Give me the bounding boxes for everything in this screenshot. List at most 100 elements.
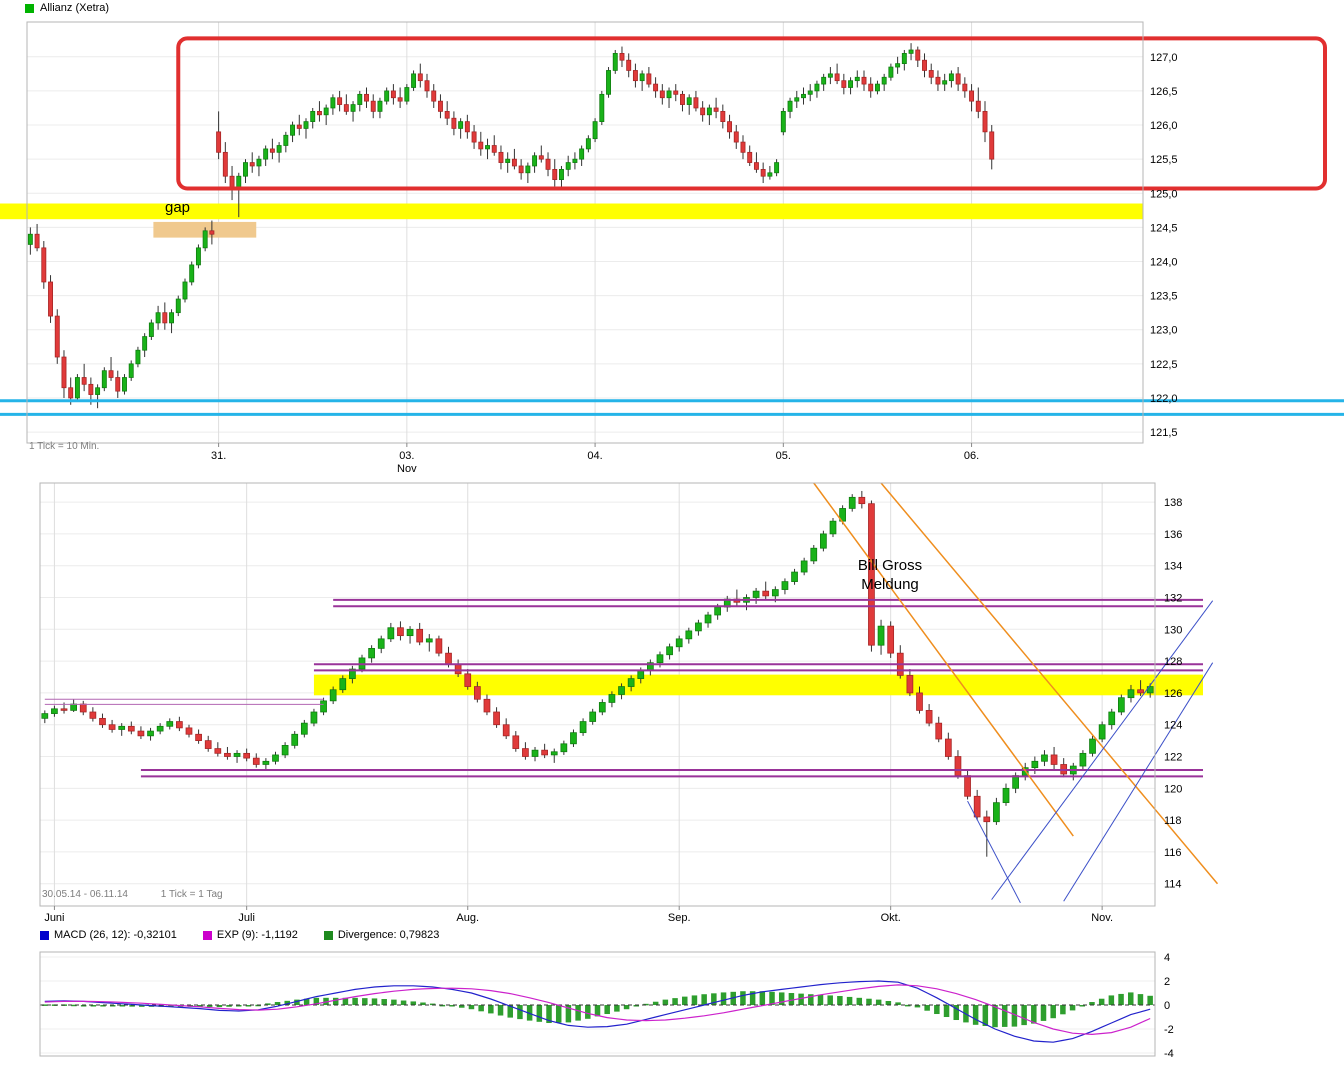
macd-legend-item: EXP (9): -1,1192 bbox=[202, 929, 298, 941]
candle bbox=[343, 104, 349, 112]
candle bbox=[848, 496, 856, 509]
candle bbox=[532, 155, 538, 167]
gap-highlight-band bbox=[0, 203, 1143, 220]
candle bbox=[498, 151, 504, 163]
candle bbox=[791, 571, 798, 582]
candle bbox=[888, 66, 894, 78]
candle bbox=[27, 233, 33, 245]
candle bbox=[550, 751, 558, 756]
candle bbox=[384, 90, 390, 102]
candle bbox=[1118, 697, 1125, 713]
candle bbox=[445, 652, 452, 665]
candles-series bbox=[41, 490, 1154, 857]
y-axis-label: -2 bbox=[1164, 1024, 1174, 1036]
candle bbox=[975, 100, 981, 112]
exp-line bbox=[44, 984, 1151, 1036]
candle bbox=[541, 749, 548, 756]
candle bbox=[762, 590, 770, 597]
candle bbox=[522, 748, 529, 757]
candle bbox=[281, 745, 289, 756]
candle bbox=[182, 281, 188, 300]
candle bbox=[101, 370, 107, 389]
y-axis-label: 134 bbox=[1164, 561, 1182, 573]
candle bbox=[505, 158, 511, 163]
candle bbox=[329, 689, 337, 702]
candle bbox=[377, 638, 385, 649]
candle bbox=[233, 752, 241, 757]
candle bbox=[377, 100, 383, 112]
candle bbox=[323, 107, 329, 116]
candle bbox=[397, 97, 403, 102]
candle bbox=[518, 165, 524, 174]
macd-legend-label: EXP (9): -1,1192 bbox=[216, 929, 298, 941]
y-axis-label: 124,0 bbox=[1150, 256, 1178, 268]
macd-swatch-icon bbox=[323, 930, 333, 940]
intraday-tick-note: 1 Tick = 10 Min. bbox=[29, 441, 100, 452]
candle bbox=[944, 738, 952, 757]
candle bbox=[774, 162, 780, 174]
candle bbox=[74, 377, 80, 399]
candle bbox=[733, 131, 739, 143]
candle bbox=[339, 678, 347, 691]
daily-chart: 138 136 134 132 130 128 126 124 122 120 118 116 114 J… bbox=[39, 482, 1219, 924]
candle bbox=[471, 131, 477, 143]
candle bbox=[895, 63, 901, 68]
candle bbox=[868, 83, 874, 92]
candle bbox=[390, 90, 396, 99]
macd-panel: 4 2 0 -2 -4 bbox=[39, 951, 1174, 1060]
candle bbox=[922, 59, 927, 71]
instrument-title: Allianz (Xetra) bbox=[40, 2, 110, 14]
y-axis-label: 124,5 bbox=[1150, 222, 1178, 234]
candle bbox=[820, 533, 827, 549]
candle bbox=[560, 743, 568, 753]
candle bbox=[653, 83, 659, 92]
candle bbox=[881, 76, 887, 85]
candle bbox=[969, 90, 975, 102]
candle bbox=[224, 752, 231, 757]
candle bbox=[646, 73, 652, 85]
candle bbox=[296, 124, 302, 129]
candle bbox=[425, 638, 433, 643]
y-axis-label: 120 bbox=[1164, 783, 1182, 795]
candle bbox=[175, 298, 181, 314]
candle bbox=[700, 107, 706, 116]
daily-date-range: 30.05.14 - 06.11.14 bbox=[42, 889, 128, 900]
intraday-chart: 127,0 126,5 126,0 125,5 125,0 124,5 124,0 123,5… bbox=[0, 21, 1344, 475]
candle bbox=[589, 711, 597, 722]
x-axis-sublabel: Nov bbox=[397, 463, 417, 475]
candle bbox=[269, 148, 275, 153]
candle bbox=[263, 148, 269, 160]
candle bbox=[41, 247, 47, 283]
x-axis-label: Juni bbox=[44, 912, 64, 924]
candle bbox=[243, 162, 248, 177]
candle bbox=[1137, 689, 1144, 694]
candle bbox=[283, 134, 289, 146]
y-axis-label: 122 bbox=[1164, 752, 1182, 764]
candle bbox=[54, 315, 60, 358]
candle bbox=[592, 121, 598, 140]
candle bbox=[195, 247, 201, 266]
candle bbox=[525, 165, 531, 174]
candle bbox=[868, 503, 875, 646]
y-axis-label: 125,5 bbox=[1150, 154, 1178, 166]
macd-legend: MACD (26, 12): -0,32101 EXP (9): -1,1192… bbox=[40, 929, 439, 941]
candle bbox=[982, 111, 988, 133]
candle bbox=[127, 725, 135, 732]
candle bbox=[454, 663, 462, 675]
candle bbox=[538, 155, 544, 160]
macd-swatch-icon bbox=[202, 930, 212, 940]
y-axis-label: 116 bbox=[1164, 847, 1182, 859]
candle bbox=[570, 732, 577, 745]
candle bbox=[552, 169, 558, 180]
x-axis-label: Juli bbox=[238, 912, 255, 924]
candle bbox=[1041, 754, 1048, 762]
y-axis-label: 127,0 bbox=[1150, 52, 1178, 64]
uptrend-line-1 bbox=[991, 600, 1214, 900]
candle bbox=[935, 722, 943, 740]
candle bbox=[572, 158, 578, 163]
y-axis-label: 0 bbox=[1164, 1000, 1170, 1012]
candle bbox=[579, 721, 587, 734]
candle bbox=[155, 312, 161, 324]
candle bbox=[108, 370, 114, 378]
